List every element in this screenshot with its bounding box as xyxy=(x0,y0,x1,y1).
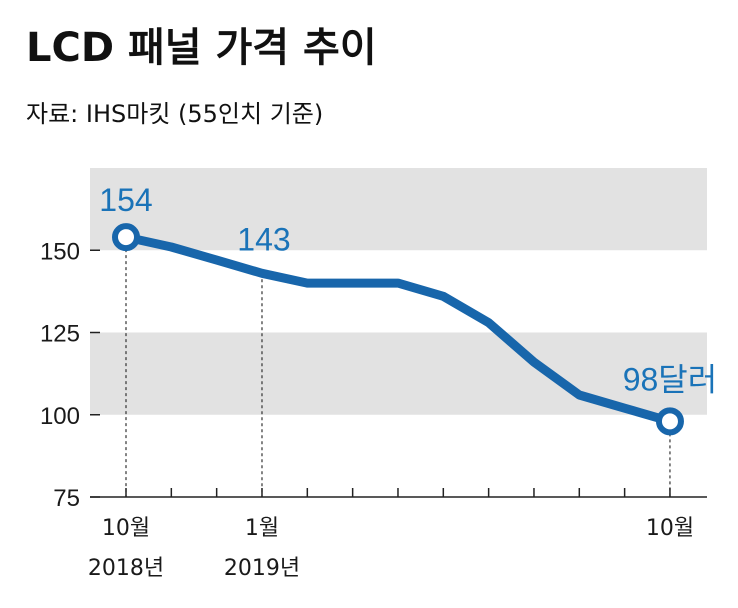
y-tick-label-125: 125 xyxy=(40,321,80,348)
band-1 xyxy=(90,168,707,251)
x-label-year-3: 2019년 xyxy=(224,556,300,581)
marker-12 xyxy=(655,407,684,436)
price-series xyxy=(112,223,684,436)
x-label-12: 10월 xyxy=(646,516,694,541)
data-label-0: 154 xyxy=(99,182,152,218)
data-labels: 154 143 98달러 xyxy=(99,182,717,397)
data-label-12: 98달러 xyxy=(623,361,717,397)
series-line xyxy=(121,232,675,426)
y-tick-label-150: 150 xyxy=(40,238,80,265)
x-label-0: 10월 xyxy=(102,516,150,541)
source-note: 자료: IHS마킷 (55인치 기준) xyxy=(26,100,324,128)
background-bands xyxy=(90,168,707,415)
axes: 75 100 125 150 10월 2018년 1월 2019년 10월 xyxy=(40,238,707,581)
x-label-3: 1월 xyxy=(245,516,279,541)
chart-title: LCD 패널 가격 추이 xyxy=(26,25,377,71)
x-label-year-0: 2018년 xyxy=(88,556,164,581)
data-label-3: 143 xyxy=(237,221,290,257)
y-tick-label-75: 75 xyxy=(53,485,80,512)
marker-0 xyxy=(112,223,140,252)
y-tick-label-100: 100 xyxy=(40,403,80,430)
